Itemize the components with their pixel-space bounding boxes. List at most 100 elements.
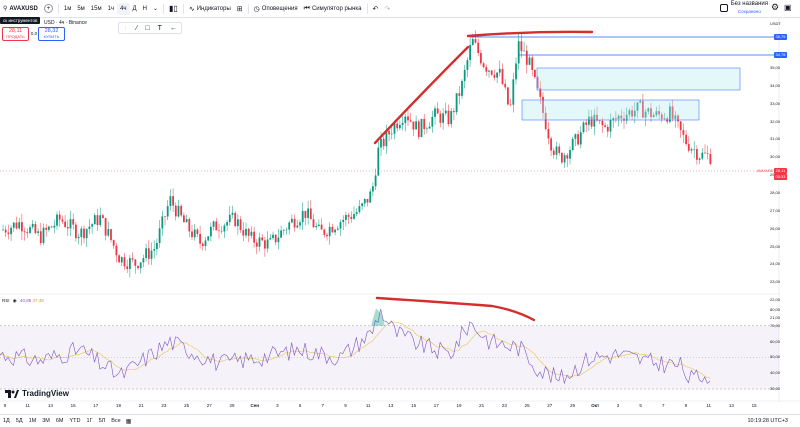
undo-button[interactable]: ↶ [370,0,382,18]
candle-body [21,222,23,232]
range-1y[interactable]: 1Г [86,418,93,424]
interval-5m[interactable]: 5м [77,5,85,12]
buy-button[interactable]: 28,32 КУПИТЬ [38,27,65,41]
candle-body [574,134,577,139]
candle-body [131,258,134,260]
candle-body [56,214,58,226]
candle-body [196,229,199,234]
rectangle-icon[interactable]: □ [145,24,150,32]
sell-button[interactable]: 28,11 ПРОДАТЬ [2,27,29,41]
candle-body [698,158,701,160]
interval-1h[interactable]: 1ч [107,5,115,12]
zone-box-upper[interactable] [536,67,741,91]
interval-1m[interactable]: 1м [63,5,72,12]
candle-body [447,110,450,125]
layout-checkbox-icon[interactable] [720,4,728,12]
interval-15m[interactable]: 15м [90,5,102,12]
candle-body [326,234,328,237]
symbol-name: AVAXUSD [9,5,38,12]
range-1m[interactable]: 1М [28,418,37,424]
time-axis-label: 15 [751,403,757,408]
time-axis-label: 9 [344,403,347,408]
trend-line-icon[interactable]: ∕ [136,24,138,32]
candle-body [571,138,574,151]
candle-body [420,118,423,137]
price-axis-label: 32,00 [770,118,781,124]
logo-text: TradingView [22,389,69,398]
candle-body [336,228,339,230]
candle-body [439,113,442,123]
camera-icon[interactable]: ▣ [784,3,792,12]
separator [182,3,184,14]
candle-body [380,138,382,148]
replay-button[interactable]: ⏮ Симулятор рынка [301,0,365,18]
interval-4h[interactable]: 4ч [117,2,130,15]
range-ytd[interactable]: YTD [69,418,81,424]
annotation-rsi-divergence[interactable] [375,296,536,322]
arrow-icon[interactable]: ← [169,24,177,32]
candle-body [615,118,617,119]
chart-canvas[interactable] [0,18,800,414]
templates-button[interactable]: ⊞ [234,0,246,18]
calendar-icon[interactable]: ▦ [125,418,132,425]
candle-body [42,227,45,244]
text-icon[interactable]: T [157,24,162,32]
rsi-axis-label: 50,00 [770,354,781,360]
eye-icon[interactable]: ◉ [12,298,17,303]
alerts-button[interactable]: ◷ Оповещения [251,0,301,18]
time-axis-label: 11 [25,403,31,408]
candle-body [677,115,679,122]
candle-body [166,206,169,217]
candle-body [606,126,609,132]
redo-button[interactable]: ↷ [381,0,393,18]
range-3m[interactable]: 3М [42,418,50,424]
zone-box-lower[interactable] [521,99,700,121]
candles-icon: ▮▯ [169,4,178,13]
interval-1d[interactable]: Д [132,5,137,12]
annotation-top[interactable] [466,30,594,38]
layout-name-button[interactable]: Без названия Сохранено [731,1,768,15]
candle-body [701,152,704,159]
time-axis-label: 15 [411,403,417,408]
indicators-button[interactable]: ∿ Индикаторы [186,0,234,18]
range-5d[interactable]: 5Д [15,418,23,424]
candle-body [636,102,639,111]
currency-label: USDT [770,21,781,26]
redo-icon: ↷ [384,5,391,13]
annotation-trend-up[interactable] [373,45,470,145]
interval-dropdown[interactable]: ⌄ [150,0,161,18]
candle-body [231,212,234,215]
candle-body [625,114,628,121]
candle-body [272,234,274,239]
symbol-search[interactable]: ⚲ AVAXUSD [0,0,41,18]
candle-body [107,229,110,236]
candle-body [223,225,226,232]
compare-button[interactable]: + [41,0,56,18]
search-icon: ⚲ [3,6,8,12]
candle-body [77,237,80,239]
alerts-label: Оповещения [261,5,298,12]
drag-handle-icon[interactable]: ⋮ [123,25,129,31]
candle-body [393,123,396,134]
range-1d[interactable]: 1Д [3,418,10,424]
range-6m[interactable]: 6М [55,418,64,424]
time-axis[interactable]: 9 11 13 15 17 19 21 23 25 27 29 Сен 3 5 7 9 11 13 15 17 19 21… [0,402,780,410]
chart-type-button[interactable]: ▮▯ [166,0,181,18]
interval-1w[interactable]: Н [142,5,147,12]
gear-icon[interactable]: ⚙ [771,2,780,12]
candle-body [180,205,183,216]
candle-body [709,153,712,165]
candle-body [609,120,612,132]
range-all[interactable]: Все [111,418,121,424]
candle-body [282,229,285,231]
time-axis-label: 19 [456,403,462,408]
candle-body [412,121,415,130]
time-axis-label: 19 [115,403,122,408]
clock-time[interactable]: 10:19:28 UTC+3 [747,418,788,424]
candle-body [318,224,320,226]
range-5y[interactable]: 5Л [98,418,106,424]
candle-body [693,149,696,150]
candle-body [471,39,474,46]
time-axis-label: 3 [276,403,279,408]
candle-body [345,215,347,220]
